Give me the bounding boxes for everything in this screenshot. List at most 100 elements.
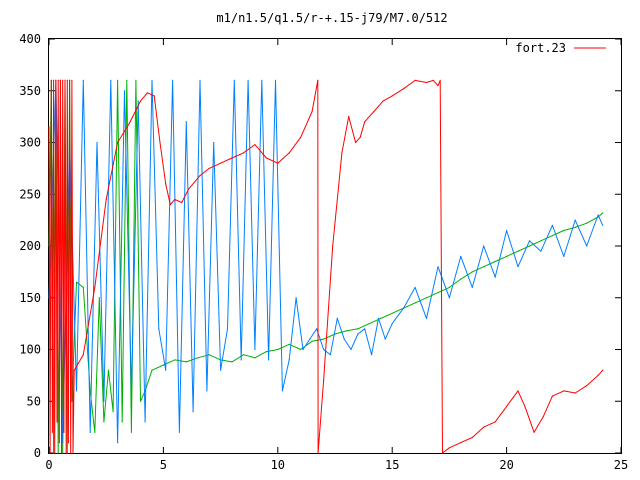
series-0-point [359, 136, 361, 138]
series-2-point [506, 255, 508, 257]
series-1-point [343, 338, 345, 340]
series-0-point [55, 79, 57, 81]
series-0-point [66, 79, 68, 81]
series-1-point [288, 359, 290, 361]
series-2-point [586, 222, 588, 224]
series-0-point [448, 447, 450, 449]
series-2-point [563, 229, 565, 232]
series-0-point [471, 436, 473, 439]
legend: fort.23 [515, 41, 606, 55]
series-1-point [551, 224, 554, 226]
series-2-point [197, 357, 199, 359]
series-2-point [94, 431, 96, 433]
series-0-point [382, 100, 384, 102]
series-2-point [121, 421, 123, 423]
series-2-point [288, 343, 290, 345]
series-2-point [357, 328, 359, 330]
series-2-point [380, 317, 382, 319]
series-0-point [323, 380, 325, 382]
series-1-point [117, 442, 119, 444]
y-tick-label: 250 [19, 187, 41, 201]
series-2-point [414, 302, 416, 304]
series-0-point [432, 79, 434, 81]
series-0-point [597, 374, 599, 376]
series-0-point [73, 369, 75, 371]
series-1-point [75, 390, 78, 392]
series-1-point [323, 348, 325, 351]
series-1-point [192, 411, 194, 413]
series-2-point [483, 266, 485, 268]
series-2-point [185, 361, 187, 363]
series-2-point [126, 79, 128, 81]
series-2-point [323, 338, 325, 340]
series-1-point [371, 354, 373, 356]
series-1-point [123, 90, 126, 92]
series-0-point [602, 369, 604, 371]
series-1-point [425, 317, 428, 319]
series-0-point [62, 79, 64, 81]
series-layer [48, 79, 604, 454]
series-2-point [130, 431, 132, 433]
series-0-point [174, 198, 176, 200]
series-2-point [448, 286, 450, 288]
x-tick-label: 15 [385, 458, 399, 472]
series-1-point [268, 359, 270, 361]
x-tick-label: 10 [271, 458, 285, 472]
series-2-point [107, 369, 110, 371]
series-1-point [226, 328, 229, 330]
series-2-point [103, 421, 105, 423]
series-1-point [240, 359, 242, 361]
series-0-point [67, 442, 69, 444]
series-0-point [348, 116, 350, 118]
series-2-point [254, 357, 256, 359]
series-1-point [329, 354, 331, 356]
series-0-point [586, 385, 588, 387]
series-1-point [261, 79, 263, 81]
series-2-point [242, 354, 245, 356]
series-1-point [89, 431, 91, 433]
series-1 [48, 79, 604, 444]
series-0-point [231, 157, 233, 159]
series-0-point [71, 79, 73, 81]
series-1-point [471, 286, 473, 288]
series-2-point [162, 364, 164, 366]
series-2-point [311, 340, 313, 342]
series-1-point [540, 250, 542, 252]
series-0-point [105, 198, 107, 200]
series-2-point [460, 278, 462, 280]
x-tick-label: 25 [614, 458, 628, 472]
series-1-point [137, 100, 139, 102]
series-1-point [391, 323, 393, 325]
y-tick-label: 200 [19, 239, 41, 253]
series-2-point [602, 212, 604, 214]
series-0-point [199, 175, 201, 177]
series-2-point [174, 359, 176, 361]
y-tick-label: 300 [19, 136, 41, 150]
series-1-point [302, 348, 304, 351]
series-0-point [332, 245, 334, 247]
series-1-point [384, 338, 386, 340]
series-2-point [574, 226, 576, 228]
series-0-point [265, 157, 267, 159]
series-2-point [75, 281, 78, 283]
series-0-point [317, 452, 319, 454]
series-0-point [391, 95, 393, 97]
series-0-point [54, 452, 56, 454]
series-0-point [563, 390, 565, 392]
series-2-point [135, 79, 137, 81]
series-2-point [277, 348, 279, 351]
series-0-point [59, 79, 62, 81]
series-0-point [364, 121, 366, 123]
series-1-point [414, 286, 416, 288]
series-0-point [181, 201, 183, 204]
series-0-point [188, 188, 190, 190]
series-1-point [110, 79, 112, 81]
series-0-point [57, 79, 59, 81]
series-1-point [82, 79, 84, 81]
series-2-point [53, 452, 55, 454]
series-0-point [48, 126, 50, 128]
chart-title: m1/n1.5/q1.5/r-+.15-j79/M7.0/512 [216, 11, 447, 25]
y-tick-label: 150 [19, 291, 41, 305]
series-2-point [300, 348, 302, 351]
series-1-point [597, 214, 599, 216]
